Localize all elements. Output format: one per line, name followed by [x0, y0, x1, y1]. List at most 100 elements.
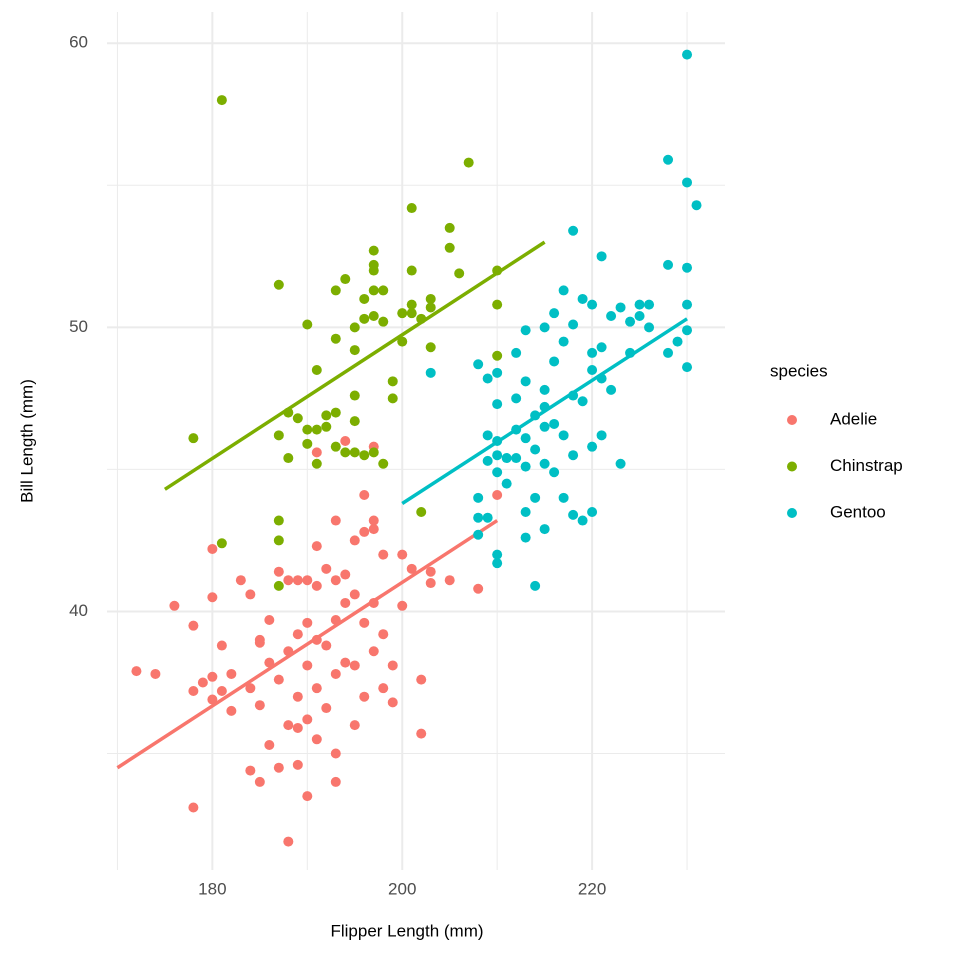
point — [273, 279, 284, 290]
point — [340, 436, 351, 446]
point — [387, 393, 398, 404]
point — [397, 600, 408, 611]
point — [321, 703, 332, 714]
point — [273, 515, 284, 526]
point — [207, 543, 218, 554]
point — [682, 325, 693, 336]
point — [368, 646, 379, 657]
point — [530, 444, 541, 455]
point — [492, 299, 503, 310]
point — [492, 367, 503, 378]
point — [283, 720, 294, 731]
point — [340, 447, 351, 458]
point — [359, 526, 370, 537]
point — [340, 657, 351, 668]
point — [292, 413, 303, 424]
point — [359, 293, 370, 304]
point — [321, 640, 332, 651]
legend-label: Gentoo — [830, 502, 886, 521]
point — [245, 683, 256, 694]
point — [492, 399, 503, 410]
point — [321, 410, 332, 421]
point — [663, 259, 674, 270]
point — [207, 694, 218, 705]
legend-title: species — [770, 361, 828, 380]
point — [596, 430, 607, 441]
point — [425, 342, 436, 353]
point — [273, 566, 284, 577]
legend-label: Chinstrap — [830, 456, 903, 475]
point — [568, 225, 579, 236]
point — [197, 677, 208, 688]
trend-line — [401, 317, 688, 505]
point — [264, 657, 275, 668]
point — [511, 347, 522, 358]
point — [330, 407, 341, 418]
point — [311, 734, 322, 745]
point — [207, 671, 218, 682]
point — [549, 467, 560, 478]
point — [606, 384, 617, 395]
point — [672, 336, 683, 347]
point — [349, 720, 360, 731]
point — [568, 319, 579, 330]
point — [273, 762, 284, 773]
point — [150, 668, 161, 679]
point — [340, 569, 351, 580]
point — [587, 364, 598, 375]
point — [625, 316, 636, 327]
point — [302, 319, 313, 330]
point — [606, 310, 617, 321]
point — [492, 558, 503, 569]
point — [359, 450, 370, 461]
point — [511, 453, 522, 464]
point — [530, 580, 541, 591]
point — [349, 390, 360, 401]
point — [321, 563, 332, 574]
point — [340, 274, 351, 285]
point — [520, 376, 531, 387]
point — [273, 430, 284, 441]
point — [539, 421, 550, 432]
point — [226, 705, 237, 716]
point — [558, 336, 569, 347]
y-tick-label: 40 — [69, 601, 88, 620]
point — [577, 515, 588, 526]
point — [425, 578, 436, 589]
point — [302, 617, 313, 628]
point — [378, 285, 389, 296]
point — [188, 686, 199, 697]
point — [292, 691, 303, 702]
point — [359, 691, 370, 702]
legend-key — [787, 508, 797, 518]
point — [501, 453, 512, 464]
point — [425, 367, 436, 378]
point — [587, 347, 598, 358]
point — [264, 614, 275, 625]
point — [558, 492, 569, 503]
point — [397, 336, 408, 347]
point — [368, 265, 379, 276]
trend-line — [163, 240, 546, 491]
point — [330, 748, 341, 759]
point — [492, 450, 503, 461]
point — [273, 674, 284, 685]
point — [226, 668, 237, 679]
point — [530, 492, 541, 503]
x-axis-title: Flipper Length (mm) — [330, 921, 483, 940]
point — [596, 251, 607, 262]
point — [520, 461, 531, 472]
point — [368, 447, 379, 458]
point — [444, 575, 455, 586]
point — [254, 700, 265, 711]
point — [387, 376, 398, 387]
point — [482, 455, 493, 466]
point — [349, 589, 360, 600]
point — [245, 765, 256, 776]
point — [273, 535, 284, 546]
point — [482, 512, 493, 523]
point — [473, 359, 484, 370]
point — [397, 549, 408, 560]
point — [349, 535, 360, 546]
